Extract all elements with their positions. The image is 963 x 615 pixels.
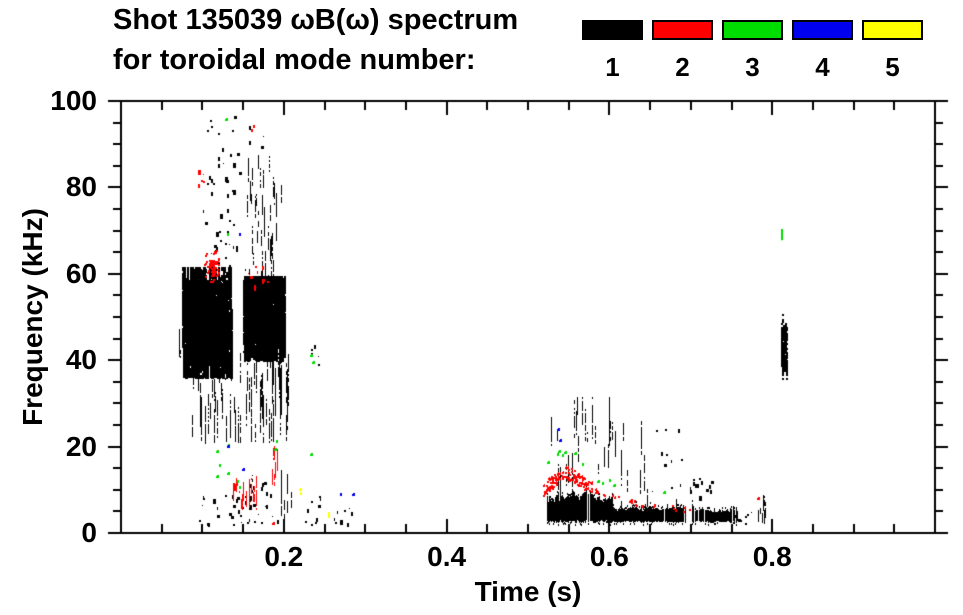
legend-swatch-mode-4 <box>792 20 853 40</box>
y-tick-label: 60 <box>65 257 97 289</box>
y-tick-label: 20 <box>65 430 97 462</box>
legend-swatch-mode-2 <box>652 20 713 40</box>
y-tick-label: 80 <box>65 171 97 203</box>
figure-title-line1: Shot 135039 ωB(ω) spectrum <box>113 4 519 36</box>
legend-mode-label: 2 <box>675 52 690 82</box>
legend-swatch-mode-5 <box>862 20 923 40</box>
x-tick-label: 0.2 <box>264 541 304 572</box>
y-tick-label: 40 <box>65 344 97 376</box>
legend-mode-label: 1 <box>605 52 620 82</box>
legend-item-mode-5: 5 <box>862 20 923 80</box>
x-tick-label: 0.4 <box>427 541 467 572</box>
x-tick-label: 0.8 <box>752 541 792 572</box>
legend-swatch-mode-1 <box>582 20 643 40</box>
legend-mode-label: 3 <box>745 52 760 82</box>
legend-mode-label: 5 <box>885 52 900 82</box>
legend-item-mode-2: 2 <box>652 20 713 80</box>
x-axis-label: Time (s) <box>474 576 582 607</box>
legend-item-mode-4: 4 <box>792 20 853 80</box>
y-tick-label: 100 <box>50 85 97 116</box>
legend-swatch-mode-3 <box>722 20 783 40</box>
legend-item-mode-1: 1 <box>582 20 643 80</box>
legend: 1 2 3 4 5 <box>582 20 923 80</box>
y-tick-label: 0 <box>81 517 97 548</box>
x-tick-label: 0.6 <box>589 541 629 572</box>
figure-title-line2: for toroidal mode number: <box>113 44 476 76</box>
legend-item-mode-3: 3 <box>722 20 783 80</box>
legend-mode-label: 4 <box>815 52 830 82</box>
y-axis-label: Frequency (kHz) <box>17 208 48 426</box>
